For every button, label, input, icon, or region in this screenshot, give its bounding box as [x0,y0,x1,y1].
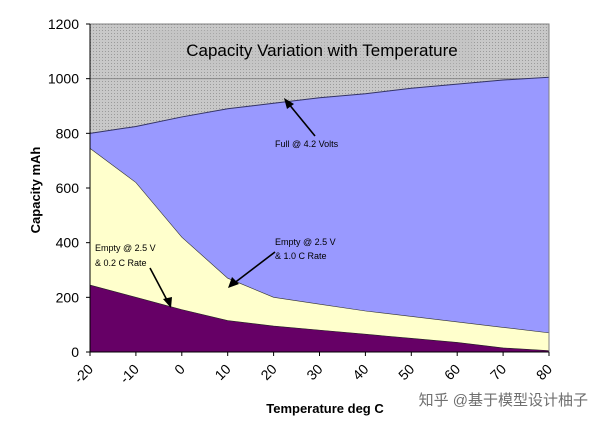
y-tick-label: 400 [56,235,80,251]
annotation-1.0c-line-1: Empty @ 2.5 V [275,237,336,247]
y-tick-label: 200 [56,289,80,305]
annotation-empty-1.0c: Empty @ 2.5 V & 1.0 C Rate [228,237,336,288]
annotation-empty-0.2c: Empty @ 2.5 V & 0.2 C Rate [95,243,172,308]
watermark: 知乎 @基于模型设计柚子 [419,392,588,409]
y-axis-label: Capacity mAh [28,147,43,234]
x-tick-label: 20 [257,361,279,383]
x-tick-label: 40 [349,361,371,383]
y-tick-label: 600 [56,180,80,196]
arrowhead-1.0c [228,277,239,288]
annotation-0.2c-line-2: & 0.2 C Rate [95,258,147,268]
y-tick-label: 1200 [48,16,79,32]
title-background [150,30,474,68]
x-tick-label: 60 [441,361,463,383]
annotation-1.0c-arrow [232,251,276,285]
x-tick-label: -20 [70,361,96,387]
arrowhead-full [284,98,294,109]
annotation-1.0c-line-2: & 1.0 C Rate [275,251,327,261]
x-tick-label: 70 [487,361,509,383]
y-tick-label: 0 [71,344,79,360]
chart-title: Capacity Variation with Temperature [186,41,458,60]
x-axis-label: Temperature deg C [266,401,384,416]
annotation-0.2c-line-1: Empty @ 2.5 V [95,243,156,253]
annotation-full: Full @ 4.2 Volts [275,98,339,149]
y-tick-label: 1000 [48,71,79,87]
y-tick-label: 800 [56,125,80,141]
x-tick-label: 50 [395,361,417,383]
arrowhead-0.2c [163,297,172,308]
x-tick-label: -10 [116,361,142,387]
annotation-0.2c-arrow [149,267,169,303]
annotation-full-arrow [287,102,316,137]
annotation-full-text: Full @ 4.2 Volts [275,139,339,149]
x-tick-label: 10 [211,361,233,383]
x-tick-label: 80 [533,361,555,383]
x-tick-label: 30 [303,361,325,383]
x-tick-label: 0 [171,361,188,378]
